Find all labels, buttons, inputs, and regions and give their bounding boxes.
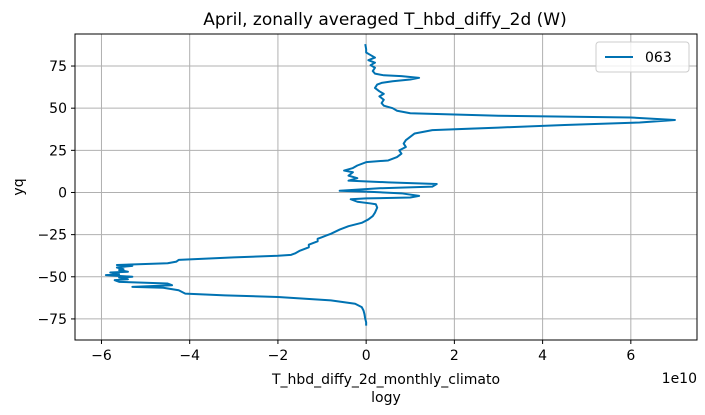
series-line-063: [104, 43, 676, 326]
legend: 063: [595, 41, 690, 73]
x-axis-ticks: −6 −4 −2 0 2 4 6: [91, 340, 635, 364]
y-tick-label: 25: [49, 143, 67, 159]
y-tick-label: 50: [49, 101, 67, 117]
x-tick-label: 0: [362, 348, 371, 364]
x-tick-label: 4: [538, 348, 547, 364]
y-axis-label: yq: [11, 178, 27, 195]
x-tick-label: 6: [626, 348, 635, 364]
x-tick-label: −2: [268, 348, 289, 364]
y-tick-label: −50: [37, 270, 67, 286]
y-tick-label: −75: [37, 312, 67, 328]
y-tick-label: 75: [49, 59, 67, 75]
y-axis-ticks: −75 −50 −25 0 25 50 75: [37, 59, 75, 328]
grid: [75, 34, 697, 340]
y-tick-label: 0: [58, 185, 67, 201]
y-tick-label: −25: [37, 228, 67, 244]
legend-box: [595, 41, 690, 73]
legend-label: 063: [645, 50, 672, 66]
chart-title: April, zonally averaged T_hbd_diffy_2d (…: [203, 10, 567, 30]
plot-lines: [104, 43, 676, 326]
x-axis-label-2: logy: [371, 390, 401, 406]
x-tick-label: −4: [179, 348, 200, 364]
plot-frame: [74, 33, 698, 341]
x-offset-label: 1e10: [662, 371, 697, 387]
x-tick-label: 2: [450, 348, 459, 364]
x-tick-label: −6: [91, 348, 112, 364]
x-axis-label: T_hbd_diffy_2d_monthly_climato: [271, 372, 500, 388]
